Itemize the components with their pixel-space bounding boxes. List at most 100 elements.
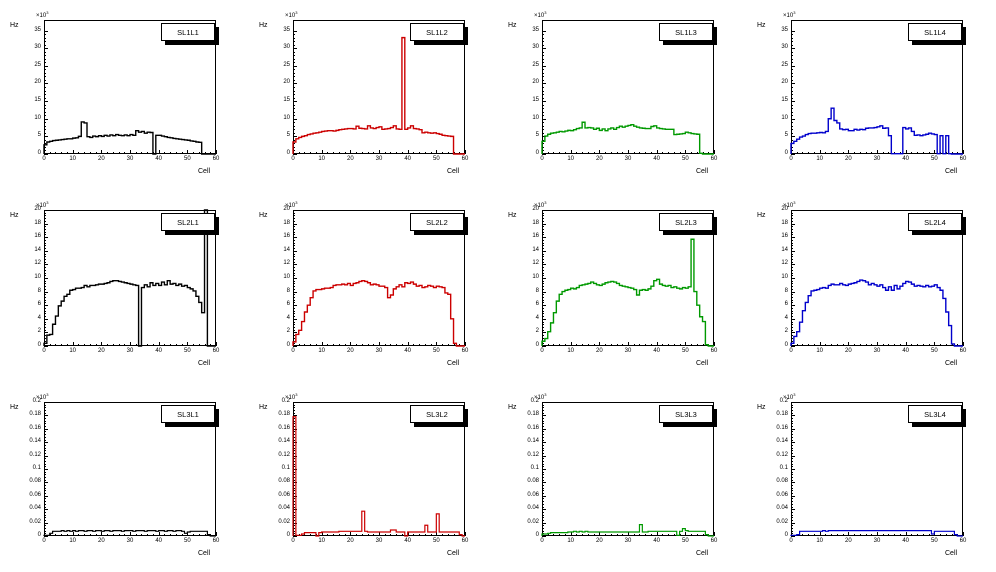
x-tick-major [685,532,687,536]
x-tick-label: 50 [930,538,938,544]
plot-panel-sl2l2[interactable]: Hz ×103 Cell 0 2 4 6 8 10 12 14 16 18 20 0 10 20 30 40 50 60… [249,190,498,382]
legend-box[interactable]: SL1L4 [908,23,962,41]
y-tick-minor [542,239,544,241]
x-tick-label: 40 [902,156,909,162]
histogram-curve [292,280,465,347]
x-tick-major [44,532,45,536]
y-tick-minor [44,41,46,43]
plot-panel-sl3l2[interactable]: Hz ×103 Cell 0 0.02 0.04 0.06 0.08 0.1 0.12 0.14 0.… [249,382,498,572]
y-tick-minor [44,129,46,131]
legend-box[interactable]: SL3L1 [161,405,215,423]
y-tick-label: 0 [37,150,41,156]
y-tick-minor [293,62,295,64]
y-tick-minor [791,466,793,468]
y-tick-minor [44,226,46,228]
plot-panel-sl3l3[interactable]: Hz ×103 Cell 0 0.02 0.04 0.06 0.08 0.1 0.12 0.14 0.… [498,382,747,572]
x-tick-label: 50 [432,156,440,162]
x-tick-minor [390,344,392,346]
x-tick-minor [304,534,306,536]
y-tick-label: 14 [781,246,788,253]
y-tick-minor [44,272,46,274]
y-tick-minor [44,471,46,473]
legend-box[interactable]: SL3L4 [908,405,962,423]
y-tick-minor [293,111,295,113]
y-tick-minor [293,94,295,96]
y-tick-minor [44,404,46,406]
y-tick-label: 0.04 [278,505,290,512]
y-tick-minor [293,220,295,222]
y-tick-label: 14 [532,246,539,253]
y-tick-major [542,536,546,537]
x-tick-minor [553,344,555,346]
y-axis-title: Hz [10,212,19,219]
x-tick-minor [112,534,114,536]
y-tick-major [44,428,48,430]
x-tick-minor [367,152,369,154]
legend-box[interactable]: SL2L1 [161,213,215,231]
plot-panel-sl2l1[interactable]: Hz ×103 Cell 0 2 4 6 8 10 12 14 16 18 20 0 10 20 30 40 50 60… [0,190,249,382]
y-tick-minor [791,444,793,446]
legend-box[interactable]: SL3L2 [410,405,464,423]
y-tick-minor [44,87,46,88]
y-tick-label: 6 [535,301,539,308]
y-tick-minor [44,423,46,425]
y-tick-minor [542,426,544,428]
y-tick-minor [542,129,544,131]
legend-box[interactable]: SL1L1 [161,23,215,41]
y-tick-minor [44,286,46,288]
y-tick-minor [44,410,46,412]
legend-box[interactable]: SL2L3 [659,213,713,231]
x-tick-minor [650,152,652,154]
legend-box[interactable]: SL2L2 [410,213,464,231]
x-tick-label: 50 [930,156,938,162]
plot-panel-sl1l2[interactable]: Hz ×103 Cell 0 5 10 15 20 25 30 35 0 10 20 30 40 50 60 SL1… [249,0,498,190]
y-tick-minor [542,253,544,255]
y-tick-major [293,264,297,266]
plot-panel-sl3l4[interactable]: Hz ×103 Cell 0 0.02 0.04 0.06 0.08 0.1 0.12 0.14 0.… [747,382,996,572]
x-tick-minor [633,534,635,536]
y-axis-exponent-base: ×10 [534,203,545,209]
plot-panel-sl1l4[interactable]: Hz ×103 Cell 0 5 10 15 20 25 30 35 0 10 20 30 40 50 60 SL1… [747,0,996,190]
x-tick-minor [135,344,137,346]
y-tick-minor [542,215,544,217]
plot-panel-sl1l3[interactable]: Hz ×103 Cell 0 5 10 15 20 25 30 35 0 10 20 30 40 50 60 SL1… [498,0,747,190]
y-tick-major [44,264,48,266]
y-tick-minor [542,517,544,519]
x-tick-minor [413,534,415,536]
y-tick-minor [293,79,295,81]
y-tick-minor [293,132,295,134]
y-tick-minor [542,324,544,326]
x-tick-minor [865,152,867,154]
legend-box[interactable]: SL1L2 [410,23,464,41]
plot-panel-sl2l4[interactable]: Hz ×103 Cell 0 2 4 6 8 10 12 14 16 18 20 0 10 20 30 40 50 60… [747,190,996,382]
x-tick-minor [396,534,398,536]
x-tick-major [379,150,380,154]
y-tick-major [791,83,795,85]
legend-box[interactable]: SL3L3 [659,405,713,423]
x-tick-minor [459,152,461,154]
y-tick-minor [44,58,46,60]
x-tick-label: 0 [540,348,544,354]
y-tick-minor [542,519,544,521]
x-tick-major [570,342,572,346]
plot-panel-sl2l3[interactable]: Hz ×103 Cell 0 2 4 6 8 10 12 14 16 18 20 0 10 20 30 40 50 60… [498,190,747,382]
plot-panel-sl3l1[interactable]: Hz ×103 Cell 0 0.02 0.04 0.06 0.08 0.1 0.12 0.14 0.… [0,382,249,572]
y-tick-minor [44,108,46,110]
plot-panel-sl1l1[interactable]: Hz ×103 Cell 0 5 10 15 20 25 30 35 0 10 20 30 40 50 60 SL1… [0,0,249,190]
y-tick-label: 6 [784,301,788,308]
legend-box[interactable]: SL2L4 [908,213,962,231]
x-tick-minor [888,152,890,154]
y-axis-exponent: ×103 [285,392,297,401]
y-tick-label: 0.18 [278,411,290,418]
x-tick-minor [107,344,109,346]
x-tick-label: 0 [540,538,544,544]
x-tick-minor [304,344,306,346]
x-tick-label: 30 [375,538,383,544]
y-tick-minor [293,337,295,339]
x-tick-minor [951,344,953,346]
x-tick-minor [181,152,183,154]
y-axis-exponent-power: 3 [295,200,298,205]
legend-box[interactable]: SL1L3 [659,23,713,41]
y-axis-exponent: ×103 [285,200,297,209]
x-tick-minor [107,534,109,536]
